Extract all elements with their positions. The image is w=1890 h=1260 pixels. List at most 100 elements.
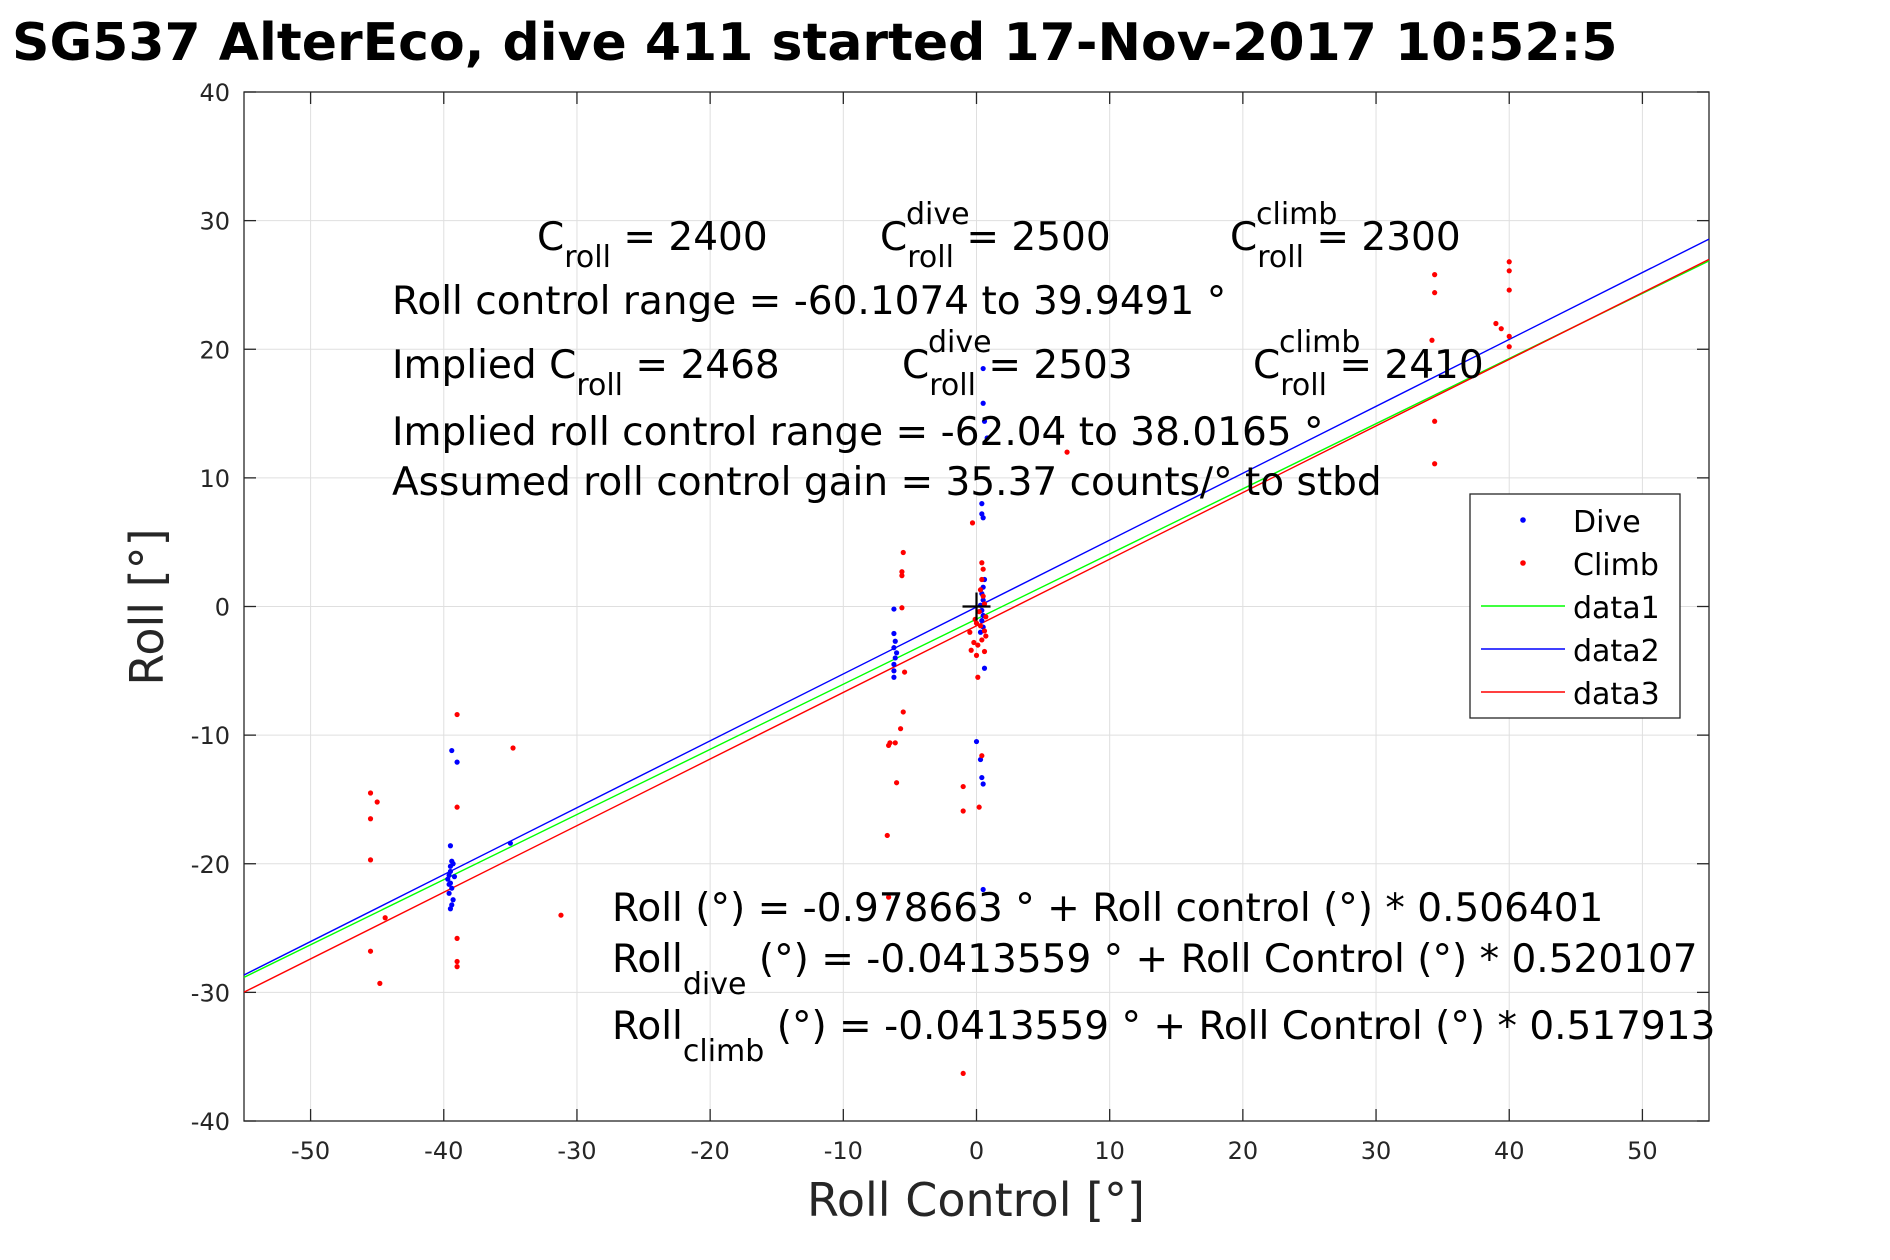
legend: Dive Climb data1 data2 data3 <box>1469 493 1681 719</box>
legend-label: Climb <box>1573 548 1659 583</box>
annotation-text: Croll = 2410 <box>1253 343 1484 403</box>
x-tick-label: 40 <box>1494 1137 1525 1165</box>
point-climb <box>981 628 988 634</box>
point-climb <box>901 669 908 675</box>
point-dive <box>891 630 897 637</box>
annotation-superscript: climb <box>1279 325 1360 360</box>
point-climb <box>558 912 564 918</box>
point-climb <box>980 593 986 599</box>
x-tick-label: 30 <box>1361 1137 1392 1165</box>
point-dive <box>446 890 452 896</box>
fit-equation-text: Roll (°) = -0.978663 ° + Roll control (°… <box>612 886 1603 931</box>
x-tick-label: -30 <box>557 1137 596 1165</box>
point-dive <box>979 501 985 507</box>
legend-marker-dive <box>1520 517 1526 523</box>
point-dive <box>891 674 897 680</box>
point-climb <box>893 780 900 786</box>
point-climb <box>960 783 966 790</box>
legend-label: Dive <box>1573 505 1641 540</box>
point-dive <box>980 886 986 893</box>
point-dive <box>445 876 451 882</box>
point-climb <box>979 560 985 566</box>
y-tick-label: 10 <box>199 465 230 493</box>
point-climb <box>968 647 974 653</box>
point-dive <box>980 515 986 521</box>
point-climb <box>892 740 898 746</box>
point-dive <box>981 418 988 424</box>
point-climb <box>960 1070 966 1077</box>
fit-climb-equation: Rollclimb (°) = -0.0413559 ° + Roll Cont… <box>612 1004 1715 1069</box>
point-climb <box>454 711 460 718</box>
point-climb <box>979 576 985 583</box>
annotation-superscript: climb <box>1256 197 1337 232</box>
implied-roll-range-text: Implied roll control range = -62.04 to 3… <box>392 410 1323 455</box>
fit-dive-equation: Rolldive (°) = -0.0413559 ° + Roll Contr… <box>612 937 1698 1002</box>
y-tick-label: 40 <box>199 79 230 107</box>
x-tick-label: -10 <box>824 1137 863 1165</box>
point-climb <box>983 633 989 639</box>
point-climb <box>1432 461 1438 467</box>
point-climb <box>975 642 981 648</box>
y-tick-label: -40 <box>191 1108 230 1136</box>
x-tick-label: -20 <box>691 1137 730 1165</box>
point-dive <box>892 655 898 661</box>
point-climb <box>973 652 980 658</box>
legend-label: data1 <box>1573 591 1660 626</box>
point-climb <box>1506 268 1512 274</box>
point-dive <box>446 881 452 887</box>
point-dive <box>449 747 455 754</box>
point-climb <box>899 569 905 575</box>
point-climb <box>969 520 976 526</box>
x-tick-label: 20 <box>1228 1137 1259 1165</box>
roll-control-range-text: Roll control range = -60.1074 to 39.9491… <box>392 279 1226 324</box>
y-tick-label: 20 <box>199 336 230 364</box>
point-dive <box>447 843 454 849</box>
point-climb <box>1429 337 1435 343</box>
point-climb <box>1506 344 1512 350</box>
y-tick-label: -30 <box>191 979 230 1007</box>
point-climb <box>1432 272 1438 278</box>
point-climb <box>973 620 980 626</box>
point-dive <box>981 665 988 671</box>
data-points <box>367 259 1512 1077</box>
point-dive <box>973 738 980 745</box>
point-dive <box>454 759 460 765</box>
point-dive <box>449 885 455 891</box>
legend-label: data2 <box>1573 634 1660 669</box>
legend-label: data3 <box>1573 677 1660 712</box>
x-tick-label: -50 <box>291 1137 330 1165</box>
point-climb <box>899 573 905 579</box>
annotation-text: Croll = 2500 <box>880 215 1111 275</box>
point-dive <box>450 861 456 867</box>
point-dive <box>977 629 984 635</box>
annotation-text: Rollclimb (°) = -0.0413559 ° + Roll Cont… <box>612 1004 1715 1069</box>
point-dive <box>447 906 454 912</box>
annotation-text: Rolldive (°) = -0.0413559 ° + Roll Contr… <box>612 937 1698 1002</box>
point-climb <box>374 799 380 805</box>
point-dive <box>891 645 897 651</box>
point-dive <box>451 874 458 880</box>
x-tick-label: -40 <box>424 1137 463 1165</box>
point-climb <box>1506 333 1512 339</box>
point-climb <box>979 753 985 759</box>
point-dive <box>979 774 985 781</box>
point-climb <box>1432 290 1438 296</box>
croll-text: Croll = 2400 <box>537 215 768 275</box>
y-tick-label: -10 <box>191 722 230 750</box>
point-climb <box>454 964 460 970</box>
annotation-text: Implied Croll = 2468 <box>392 343 780 403</box>
point-climb <box>1506 287 1512 293</box>
point-climb <box>382 915 388 921</box>
point-climb <box>1493 320 1499 327</box>
point-climb <box>899 605 905 611</box>
point-climb <box>979 637 985 643</box>
y-tick-label: 30 <box>199 208 230 236</box>
